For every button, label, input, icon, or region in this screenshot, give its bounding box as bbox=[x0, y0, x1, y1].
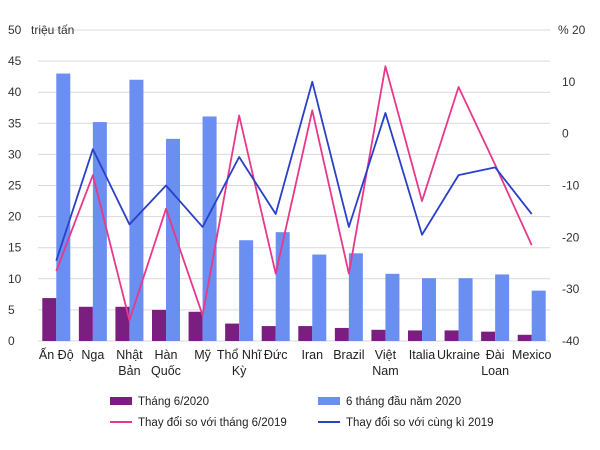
x-category-label: Loan bbox=[481, 364, 509, 378]
y-right-tick-label: -40 bbox=[562, 334, 580, 348]
y-left-tick-label: 40 bbox=[8, 85, 22, 99]
y-right-tick-label: -10 bbox=[562, 179, 580, 193]
bar-h1-2020 bbox=[129, 79, 144, 341]
y-left-tick-label: 0 bbox=[8, 334, 15, 348]
bar-h1-2020 bbox=[495, 274, 510, 341]
x-category-label: Thổ Nhĩ bbox=[217, 348, 262, 362]
lines bbox=[55, 65, 533, 322]
bar-h1-2020 bbox=[422, 278, 436, 341]
legend-swatch bbox=[110, 397, 132, 405]
y-right-tick-label: 10 bbox=[562, 75, 576, 89]
x-category-label: Hàn bbox=[155, 348, 178, 362]
bar-h1-2020 bbox=[531, 290, 546, 341]
y-right-tick-label: -30 bbox=[562, 282, 580, 296]
y-left-tick-label: 45 bbox=[8, 54, 22, 68]
x-category-label: Nam bbox=[372, 364, 398, 378]
y-left-tick-label: 10 bbox=[8, 272, 22, 286]
y-right-tick-label: -20 bbox=[562, 230, 580, 244]
x-category-label: Bản bbox=[118, 364, 140, 378]
bar-h1-2020 bbox=[385, 273, 400, 341]
bar-h1-2020 bbox=[166, 138, 180, 341]
x-category-label: Mexico bbox=[512, 348, 552, 362]
legend: Tháng 6/2020 6 tháng đầu năm 2020 Thay đổi… bbox=[110, 396, 494, 429]
bar-june-2020 bbox=[371, 329, 386, 341]
legend-label: 6 tháng đầu năm 2020 bbox=[346, 396, 461, 408]
bar-h1-2020 bbox=[312, 254, 327, 341]
bar-june-2020 bbox=[42, 298, 57, 341]
bar-june-2020 bbox=[408, 330, 422, 341]
bar-june-2020 bbox=[298, 326, 313, 341]
x-category-label: Đài bbox=[486, 348, 505, 362]
y-right-tick-label: 0 bbox=[562, 127, 569, 141]
bar-h1-2020 bbox=[239, 240, 254, 341]
legend-label: Tháng 6/2020 bbox=[138, 396, 209, 408]
grid bbox=[38, 29, 550, 342]
bar-june-2020 bbox=[334, 327, 349, 341]
y-left-tick-label: 25 bbox=[8, 179, 22, 193]
bar-june-2020 bbox=[78, 306, 93, 341]
y-left-unit-label: triệu tấn bbox=[31, 23, 74, 37]
bar-h1-2020 bbox=[348, 253, 363, 341]
bar-june-2020 bbox=[444, 330, 459, 341]
legend-label: Thay đổi so với cùng kì 2019 bbox=[346, 417, 494, 429]
x-category-label: Mỹ bbox=[194, 348, 211, 362]
x-category-label: Ukraine bbox=[437, 348, 480, 362]
bar-june-2020 bbox=[152, 309, 166, 341]
x-category-label: Kỳ bbox=[232, 364, 247, 378]
bar-h1-2020 bbox=[275, 232, 290, 341]
legend-label: Thay đổi so với tháng 6/2019 bbox=[138, 417, 287, 429]
bar-h1-2020 bbox=[458, 278, 473, 341]
x-category-label: Brazil bbox=[333, 348, 364, 362]
axes: 0 5 10 15 20 25 30 35 40 45 50 triệu tấn -40 -30 -20 -1… bbox=[8, 23, 586, 378]
x-category-label: Ấn Độ bbox=[39, 347, 74, 362]
x-category-label: Nga bbox=[81, 348, 104, 362]
bar-june-2020 bbox=[481, 331, 496, 341]
y-left-tick-label: 50 bbox=[8, 23, 22, 37]
y-right-tick-label: % 20 bbox=[558, 23, 586, 37]
bar-june-2020 bbox=[225, 323, 240, 341]
bar-june-2020 bbox=[261, 326, 276, 341]
y-left-tick-label: 35 bbox=[8, 116, 22, 130]
bar-h1-2020 bbox=[56, 73, 71, 341]
bar-h1-2020 bbox=[92, 122, 107, 341]
y-left-tick-label: 5 bbox=[8, 303, 15, 317]
bar-h1-2020 bbox=[202, 116, 217, 341]
x-category-label: Italia bbox=[409, 348, 435, 362]
x-category-label: Quốc bbox=[151, 364, 181, 378]
y-left-tick-label: 15 bbox=[8, 241, 22, 255]
bars bbox=[42, 73, 546, 341]
line-change-vs-june-2019 bbox=[55, 65, 533, 322]
bar-june-2020 bbox=[115, 306, 130, 341]
line-change-vs-same-period-2019 bbox=[55, 80, 533, 261]
y-left-tick-label: 20 bbox=[8, 210, 22, 224]
x-category-label: Đức bbox=[264, 348, 288, 362]
x-category-label: Việt bbox=[375, 348, 397, 362]
legend-swatch bbox=[318, 397, 340, 405]
bar-june-2020 bbox=[517, 334, 532, 341]
y-left-tick-label: 30 bbox=[8, 147, 22, 161]
bar-june-2020 bbox=[188, 311, 203, 341]
x-category-label: Iran bbox=[302, 348, 324, 362]
x-category-label: Nhật bbox=[116, 348, 143, 362]
